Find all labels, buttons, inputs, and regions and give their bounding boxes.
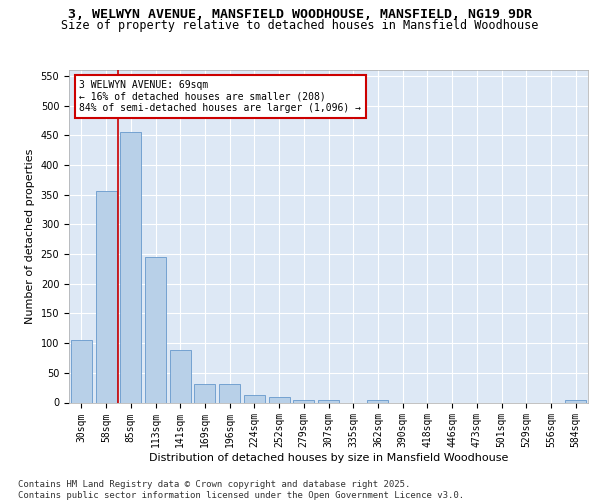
- Y-axis label: Number of detached properties: Number of detached properties: [25, 148, 35, 324]
- Bar: [244, 395, 265, 402]
- Bar: [194, 384, 215, 402]
- Bar: [170, 350, 191, 403]
- Text: 3 WELWYN AVENUE: 69sqm
← 16% of detached houses are smaller (208)
84% of semi-de: 3 WELWYN AVENUE: 69sqm ← 16% of detached…: [79, 80, 361, 113]
- Bar: [269, 397, 290, 402]
- Bar: [120, 132, 141, 402]
- Bar: [318, 400, 339, 402]
- Bar: [95, 190, 116, 402]
- Bar: [145, 257, 166, 402]
- Bar: [219, 384, 240, 402]
- Bar: [367, 400, 388, 402]
- Bar: [565, 400, 586, 402]
- Text: Size of property relative to detached houses in Mansfield Woodhouse: Size of property relative to detached ho…: [61, 19, 539, 32]
- Text: 3, WELWYN AVENUE, MANSFIELD WOODHOUSE, MANSFIELD, NG19 9DR: 3, WELWYN AVENUE, MANSFIELD WOODHOUSE, M…: [68, 8, 532, 20]
- Bar: [71, 340, 92, 402]
- X-axis label: Distribution of detached houses by size in Mansfield Woodhouse: Distribution of detached houses by size …: [149, 453, 508, 463]
- Text: Contains HM Land Registry data © Crown copyright and database right 2025.
Contai: Contains HM Land Registry data © Crown c…: [18, 480, 464, 500]
- Bar: [293, 400, 314, 402]
